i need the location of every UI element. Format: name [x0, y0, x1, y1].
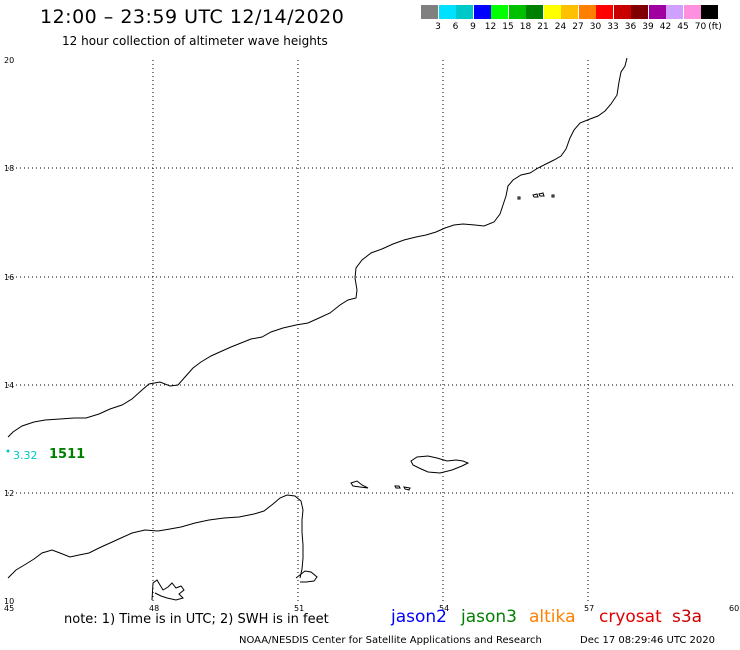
scale-tick-label: 36 — [624, 22, 637, 32]
lat-label: 16 — [4, 273, 14, 282]
scale-swatch — [473, 5, 491, 19]
lat-label: 14 — [4, 381, 14, 390]
lon-label: 48 — [149, 604, 159, 613]
coastline-oman-yemen — [7, 57, 628, 438]
lon-label: 60 — [729, 604, 739, 613]
observation-marker — [6, 449, 10, 453]
scale-swatch — [491, 5, 508, 19]
island-brothers — [394, 485, 411, 491]
coastline-somalia-south — [151, 579, 185, 601]
scale-tick-label: 45 — [677, 22, 689, 32]
scale-tick-label: 24 — [554, 22, 567, 32]
longitude-labels: 45 48 51 54 57 60 — [4, 604, 739, 613]
satellite-s3a: s3a — [672, 607, 703, 627]
scale-tick-label: 33 — [607, 22, 619, 32]
lat-label: 10 — [4, 597, 14, 606]
scale-unit-label: (ft) — [708, 22, 722, 32]
lon-label: 57 — [584, 604, 594, 613]
map-title: 12:00 – 23:59 UTC 12/14/2020 — [40, 6, 345, 28]
scale-tick-label: 9 — [470, 22, 476, 32]
scale-swatch — [683, 5, 701, 19]
scale-swatch — [526, 5, 543, 19]
scale-tick-label: 12 — [484, 22, 497, 32]
scale-tick-label: 18 — [519, 22, 532, 32]
scale-tick-label: 3 — [435, 22, 441, 32]
lat-label: 20 — [4, 56, 14, 65]
scale-swatch — [578, 5, 596, 19]
observation-swh-value: 3.32 — [13, 449, 38, 462]
scale-tick-label: 6 — [452, 22, 459, 32]
lon-label: 51 — [294, 604, 304, 613]
scale-swatch — [456, 5, 473, 19]
coastlines — [7, 57, 628, 601]
scale-tick-label: 30 — [589, 22, 602, 32]
scale-swatch — [701, 5, 718, 19]
scale-swatch — [561, 5, 578, 19]
lat-label: 18 — [4, 164, 14, 173]
scale-swatch — [596, 5, 613, 19]
lat-label: 12 — [4, 489, 14, 498]
observation-time-value: 1511 — [49, 447, 86, 462]
islets-kuria-muria — [517, 192, 555, 200]
map-subtitle: 12 hour collection of altimeter wave hei… — [62, 34, 328, 48]
island-socotra — [410, 455, 470, 474]
satellite-jason3: jason3 — [461, 607, 517, 627]
scale-swatch — [666, 5, 683, 19]
scale-swatch — [631, 5, 648, 19]
scale-tick-label: 39 — [642, 22, 654, 32]
scale-swatch — [438, 5, 456, 19]
scale-tick-label: 70 — [694, 22, 707, 32]
scale-tick-label: 15 — [502, 22, 514, 32]
footer-note: note: 1) Time is in UTC; 2) SWH is in fe… — [64, 612, 329, 627]
scale-swatch — [508, 5, 526, 19]
scale-tick-label: 27 — [572, 22, 584, 32]
scale-swatch — [543, 5, 561, 19]
island-abd-al-kuri — [350, 480, 369, 489]
coastline-somalia — [7, 494, 304, 579]
lon-label: 45 — [4, 604, 14, 613]
coastline-socotra-tip — [295, 570, 318, 583]
satellite-jason2: jason2 — [391, 607, 447, 627]
scale-tick-label: 21 — [537, 22, 549, 32]
footer-credit: NOAA/NESDIS Center for Satellite Applica… — [239, 635, 542, 646]
scale-swatch — [421, 5, 438, 19]
lat-lon-grid — [8, 60, 734, 601]
scale-swatch — [613, 5, 631, 19]
scale-tick-label: 42 — [659, 22, 672, 32]
latitude-labels: 20 18 16 14 12 10 — [4, 56, 14, 606]
scale-swatch — [648, 5, 666, 19]
lon-label: 54 — [439, 604, 449, 613]
footer-timestamp: Dec 17 08:29:46 UTC 2020 — [580, 635, 715, 646]
satellite-cryosat: cryosat — [599, 607, 662, 627]
satellite-altika: altika — [529, 607, 576, 627]
